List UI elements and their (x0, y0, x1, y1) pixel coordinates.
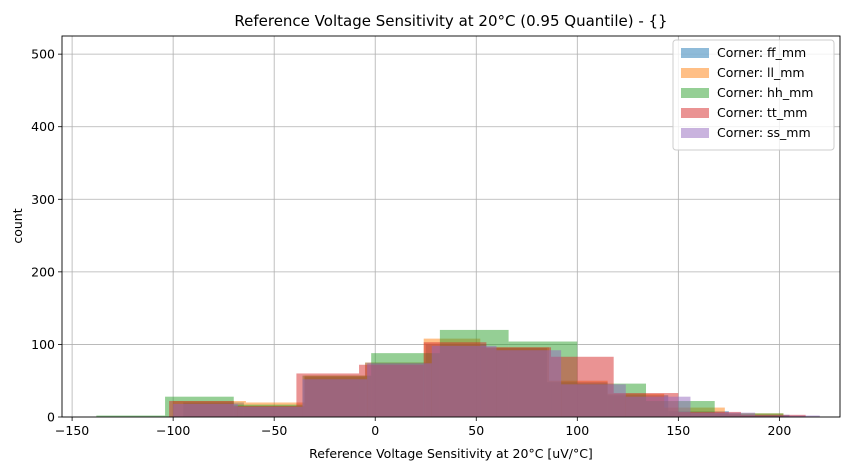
histogram-bar (237, 406, 303, 417)
plot-frame (61, 35, 841, 418)
legend-label: Corner: hh_mm (717, 85, 813, 100)
histogram-bar (625, 396, 691, 417)
axis-ticks: −150 −100 −50 0 50 100 150 200 0 100 200 300 400 500 (31, 47, 791, 438)
histogram-bar (173, 403, 238, 417)
legend-label: Corner: ss_mm (717, 125, 811, 140)
y-tick-label: 500 (31, 47, 55, 62)
y-tick-label: 100 (31, 337, 55, 352)
x-tick-label: −150 (55, 423, 89, 438)
legend-label: Corner: ff_mm (717, 45, 806, 60)
chart-title: Reference Voltage Sensitivity at 20°C (0… (234, 12, 667, 30)
histogram-bar (561, 384, 626, 417)
x-tick-label: −50 (261, 423, 287, 438)
legend-swatch (681, 108, 709, 118)
histogram-bars (96, 329, 820, 417)
legend-swatch (681, 88, 709, 98)
x-tick-label: −100 (156, 423, 190, 438)
y-tick-label: 300 (31, 192, 55, 207)
x-tick-label: 0 (371, 423, 379, 438)
histogram-bar (755, 415, 820, 417)
y-tick-label: 200 (31, 264, 55, 279)
histogram-bar (367, 363, 432, 417)
y-tick-label: 400 (31, 119, 55, 134)
x-tick-label: 150 (666, 423, 690, 438)
y-axis-label: count (10, 208, 25, 243)
series-bars (173, 345, 820, 417)
histogram-bar (302, 379, 368, 417)
x-tick-label: 100 (565, 423, 589, 438)
histogram-bar (690, 412, 756, 417)
legend-swatch (681, 68, 709, 78)
x-axis-label: Reference Voltage Sensitivity at 20°C [u… (309, 446, 593, 461)
histogram-bar (496, 350, 562, 417)
legend-box (672, 39, 835, 151)
histogram-bar (431, 345, 497, 417)
x-tick-label: 50 (468, 423, 484, 438)
legend-label: Corner: ll_mm (717, 65, 805, 80)
histogram-bar (96, 415, 166, 417)
y-tick-label: 0 (47, 410, 55, 425)
x-tick-label: 200 (767, 423, 791, 438)
legend-swatch (681, 128, 709, 138)
legend: Corner: ff_mm Corner: ll_mm Corner: hh_mm C… (672, 39, 835, 151)
legend-swatch (681, 48, 709, 58)
legend-label: Corner: tt_mm (717, 105, 807, 120)
